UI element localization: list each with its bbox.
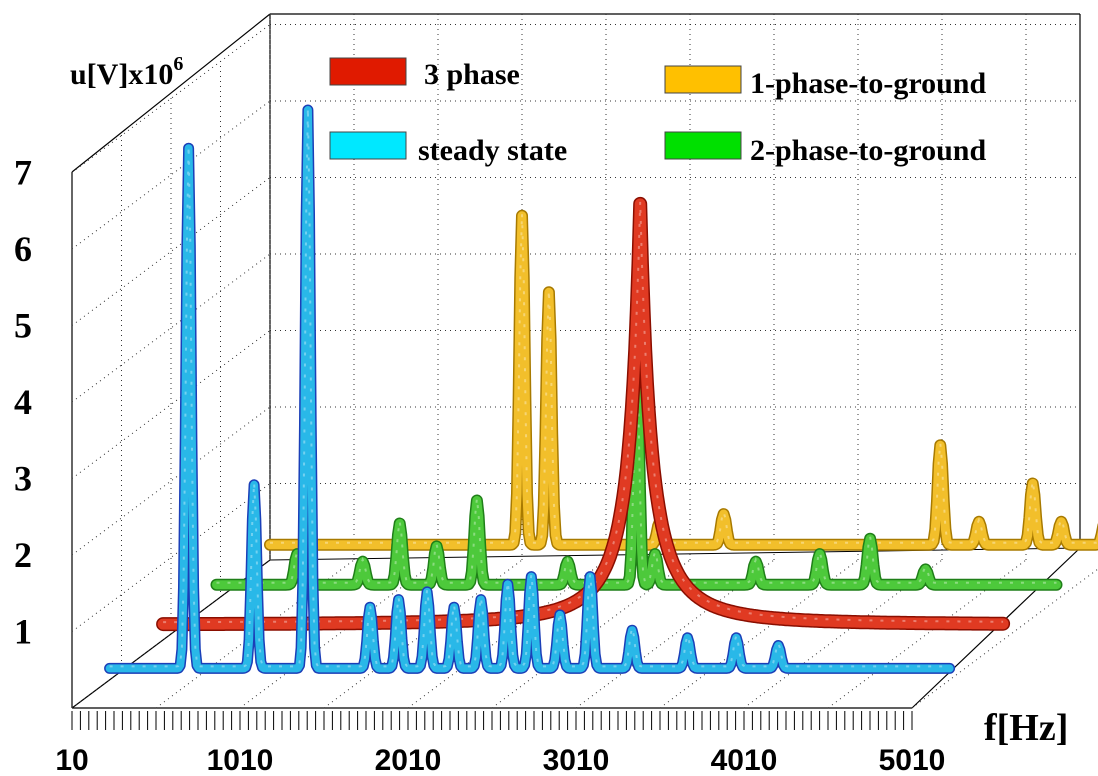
legend-label-3-phase: 3 phase bbox=[424, 58, 520, 91]
legend-swatch-steady-state bbox=[329, 131, 407, 160]
series-layer bbox=[104, 104, 1098, 674]
y-axis-label: u[V]x106 bbox=[70, 53, 183, 91]
left-wall-top bbox=[71, 13, 271, 173]
legend-item-3-phase: 3 phase bbox=[329, 57, 520, 91]
y-tick-label: 3 bbox=[14, 459, 32, 499]
series-line-facets bbox=[270, 213, 1098, 544]
x-tick-label: 1010 bbox=[207, 744, 274, 776]
legend-swatch-3-phase bbox=[329, 57, 407, 86]
grid-line-left-wall bbox=[71, 330, 271, 479]
series-line-facets bbox=[109, 107, 950, 668]
series-line bbox=[105, 106, 954, 673]
x-tick-label: 10 bbox=[55, 744, 88, 776]
x-axis-label: f[Hz] bbox=[984, 707, 1068, 749]
y-tick-label: 5 bbox=[14, 306, 32, 346]
x-tick-label: 3010 bbox=[543, 744, 610, 776]
axis-ticks bbox=[71, 711, 913, 730]
series-steady-state bbox=[104, 104, 956, 674]
legend-label-steady-state: steady state bbox=[418, 134, 567, 167]
y-tick-label: 1 bbox=[14, 612, 32, 652]
series-line bbox=[265, 211, 1098, 550]
x-tick-label: 2010 bbox=[375, 744, 442, 776]
legend-label-1-phase-to-ground: 1-phase-to-ground bbox=[750, 67, 986, 100]
y-tick-label: 6 bbox=[14, 229, 32, 269]
series-1-phase-to-ground bbox=[264, 209, 1098, 551]
x-tick-label: 5010 bbox=[879, 744, 946, 776]
y-tick-label: 4 bbox=[14, 382, 32, 422]
legend-swatch-1-phase-to-ground bbox=[664, 65, 742, 94]
grid-line-left-wall bbox=[71, 406, 271, 556]
legend-item-steady-state: steady state bbox=[329, 131, 567, 167]
x-tick-label: 4010 bbox=[711, 744, 778, 776]
legend-label-2-phase-to-ground: 2-phase-to-ground bbox=[750, 134, 986, 167]
legend-item-1-phase-to-ground: 1-phase-to-ground bbox=[664, 65, 986, 100]
legend-item-2-phase-to-ground: 2-phase-to-ground bbox=[664, 131, 986, 167]
y-tick-labels: 1 2 3 4 5 6 7 bbox=[14, 153, 32, 652]
series-line-outline bbox=[264, 209, 1098, 551]
y-tick-label: 7 bbox=[14, 153, 32, 193]
grid-line-left-wall bbox=[71, 483, 271, 632]
legend: 3 phase 1-phase-to-ground steady state 2… bbox=[329, 57, 986, 167]
y-tick-label: 2 bbox=[14, 535, 32, 575]
legend-swatch-2-phase-to-ground bbox=[664, 131, 742, 160]
